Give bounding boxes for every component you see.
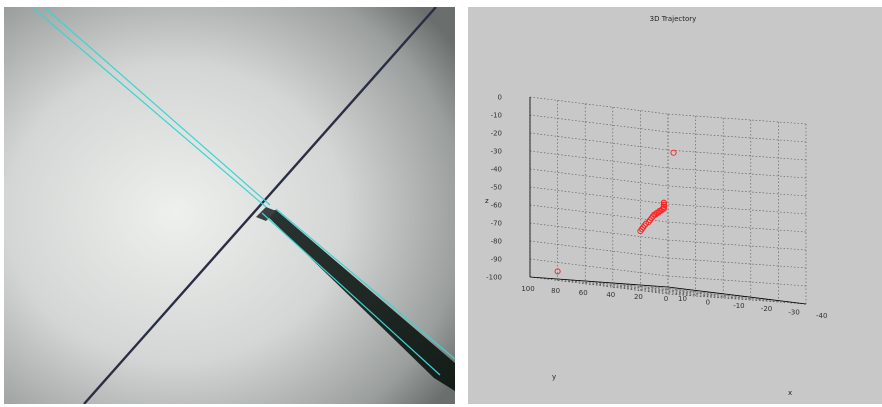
side-wall-grid-z <box>667 257 807 269</box>
overlay-line-upper-1 <box>31 7 267 208</box>
x-tick-label: -40 <box>816 312 827 320</box>
trajectory-point <box>554 268 561 275</box>
z-tick-label: -10 <box>491 112 502 120</box>
trajectory-point <box>660 205 667 212</box>
z-tick-label: -50 <box>491 184 502 192</box>
z-axis-label: z <box>485 197 489 205</box>
overlay-line-upper-2 <box>43 7 271 206</box>
y-tick-label: 100 <box>521 285 534 293</box>
back-wall-grid-z <box>529 114 669 133</box>
back-wall-grid-z <box>529 132 669 151</box>
back-wall-grid-z <box>529 258 669 277</box>
microscope-photo <box>4 7 455 404</box>
y-tick-label: 60 <box>579 289 588 297</box>
trajectory-point <box>660 201 667 208</box>
back-wall-grid-z <box>529 222 669 241</box>
trajectory-point <box>660 199 667 206</box>
z-tick-label: -60 <box>491 202 502 210</box>
y-tick-label: 20 <box>634 293 643 301</box>
x-axis-label: x <box>788 389 792 397</box>
side-wall-grid-z <box>667 131 807 143</box>
side-wall-grid-z <box>667 275 807 287</box>
probe-tip <box>256 207 276 221</box>
side-wall-grid-z <box>667 167 807 179</box>
back-wall-grid-z <box>529 276 669 295</box>
microscope-photo-svg <box>4 7 455 404</box>
floor-grid-y <box>585 280 724 299</box>
floor-grid-y <box>612 282 751 301</box>
y-tick-label: 40 <box>606 291 615 299</box>
x-axis-edge <box>667 286 807 305</box>
side-wall-grid-z <box>667 113 807 125</box>
back-wall-grid-z <box>529 150 669 169</box>
z-tick-label: -80 <box>491 238 502 246</box>
back-wall-grid-z <box>529 204 669 223</box>
x-tick-label: -30 <box>788 309 799 317</box>
floor-grid-y <box>640 284 779 303</box>
back-wall-grid-z <box>529 168 669 187</box>
back-wall-grid-z <box>529 240 669 259</box>
z-tick-label: 0 <box>498 94 502 102</box>
lens-background <box>4 7 455 404</box>
side-wall-grid-z <box>667 185 807 197</box>
x-tick-label: -10 <box>733 302 744 310</box>
x-tick-label: -20 <box>761 305 772 313</box>
trajectory-point <box>670 149 677 156</box>
side-wall-grid-z <box>667 239 807 251</box>
overlay-probe-edge-1 <box>261 212 441 376</box>
z-tick-label: -20 <box>491 130 502 138</box>
z-tick-label: -100 <box>486 274 502 282</box>
back-wall-grid-z <box>529 186 669 205</box>
overlay-probe-edge-2 <box>275 208 455 360</box>
trajectory-3d-plot: 3D Trajectory 0 -10 -20 -30 -40 -50 -60 -70 -80 -… <box>485 15 827 397</box>
z-tick-label: -40 <box>491 166 502 174</box>
chart-title: 3D Trajectory <box>650 15 697 23</box>
y-tick-label: 80 <box>551 287 560 295</box>
z-tick-label: -30 <box>491 148 502 156</box>
x-tick-label: 0 <box>706 298 710 306</box>
surface-crack-line <box>83 7 437 404</box>
y-axis-edge <box>529 276 669 288</box>
y-axis-label: y <box>552 373 556 381</box>
y-tick-label: 0 <box>664 295 668 303</box>
back-wall-grid-z <box>529 96 669 115</box>
z-tick-label: -90 <box>491 256 502 264</box>
grid-layer <box>529 96 807 305</box>
z-tick-label: -70 <box>491 220 502 228</box>
floor-grid-y <box>557 278 696 297</box>
trajectory-point <box>660 203 667 210</box>
side-wall-grid-z <box>667 221 807 233</box>
trajectory-plot-panel: 3D Trajectory 0 -10 -20 -30 -40 -50 -60 -70 -80 -… <box>468 7 882 404</box>
x-tick-label: 10 <box>678 295 687 303</box>
side-wall-grid-z <box>667 149 807 161</box>
point-layer <box>554 149 677 275</box>
side-wall-grid-z <box>667 203 807 215</box>
trajectory-point <box>641 222 648 229</box>
